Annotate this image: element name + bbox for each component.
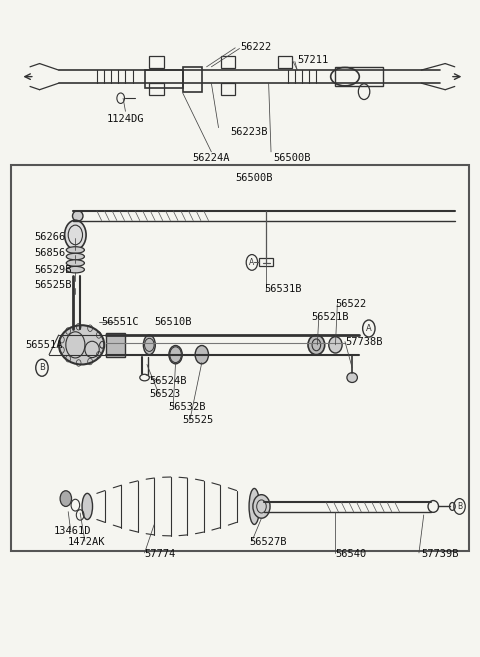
Text: 56500B: 56500B (235, 173, 273, 183)
Ellipse shape (144, 335, 156, 355)
Text: 56522: 56522 (336, 299, 367, 309)
Bar (221, 83, 235, 95)
Bar (149, 83, 164, 95)
Text: 56525B: 56525B (35, 280, 72, 290)
Text: 56510B: 56510B (154, 317, 192, 327)
Ellipse shape (66, 260, 84, 266)
Text: 56856: 56856 (35, 248, 66, 258)
Bar (144, 70, 183, 89)
Text: 56523: 56523 (149, 389, 180, 399)
Ellipse shape (72, 211, 83, 221)
Text: 56524B: 56524B (149, 376, 187, 386)
Bar (107, 333, 125, 357)
Text: 56224A: 56224A (192, 153, 230, 164)
Ellipse shape (66, 253, 84, 260)
Ellipse shape (59, 325, 104, 365)
Text: B: B (39, 363, 45, 373)
Text: A: A (366, 324, 372, 333)
Text: 56223B: 56223B (230, 127, 268, 137)
Ellipse shape (65, 220, 86, 250)
Bar (149, 57, 164, 68)
Text: 57774: 57774 (144, 549, 176, 559)
Text: 56222: 56222 (240, 42, 271, 52)
Text: 13461D: 13461D (54, 526, 91, 536)
Text: 57739B: 57739B (421, 549, 459, 559)
Text: 56500B: 56500B (274, 153, 311, 164)
Text: A: A (249, 258, 254, 267)
Bar (11, 165, 469, 551)
Ellipse shape (249, 488, 260, 524)
Bar (336, 68, 383, 86)
Ellipse shape (347, 373, 358, 382)
Text: 57211: 57211 (297, 55, 328, 65)
Text: 56532B: 56532B (168, 402, 206, 412)
Text: 56529B: 56529B (35, 265, 72, 275)
Text: B: B (457, 502, 462, 511)
Ellipse shape (66, 266, 84, 273)
Text: 55525: 55525 (183, 415, 214, 425)
Bar (278, 57, 292, 68)
Ellipse shape (195, 346, 208, 364)
Bar (259, 258, 274, 266)
Text: 56521B: 56521B (312, 311, 349, 322)
Ellipse shape (82, 493, 93, 520)
Ellipse shape (169, 346, 182, 364)
Text: 56531B: 56531B (264, 284, 301, 294)
Circle shape (253, 495, 270, 518)
Text: 56527B: 56527B (250, 537, 287, 547)
Ellipse shape (308, 335, 324, 355)
Ellipse shape (329, 336, 342, 353)
Text: 1124DG: 1124DG (107, 114, 144, 124)
Text: 56551C: 56551C (102, 317, 139, 327)
Text: 56551A: 56551A (25, 340, 63, 350)
Text: 57738B: 57738B (345, 336, 383, 347)
Circle shape (60, 491, 72, 507)
Text: 56266: 56266 (35, 232, 66, 242)
Bar (221, 57, 235, 68)
Text: 1472AK: 1472AK (68, 537, 106, 547)
Bar (183, 67, 202, 92)
Text: 56540: 56540 (336, 549, 367, 559)
Ellipse shape (66, 247, 84, 253)
